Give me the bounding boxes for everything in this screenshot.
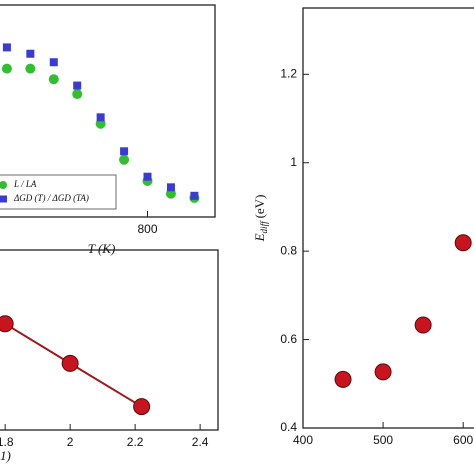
legend-box xyxy=(0,174,117,210)
x-tick-label: 2 xyxy=(67,435,74,449)
marker xyxy=(143,172,152,181)
marker xyxy=(334,370,352,388)
x-tick-label: 1.8 xyxy=(0,435,14,449)
marker xyxy=(49,58,58,67)
marker xyxy=(120,147,129,156)
panel: 800 T (K) L / LA ΔGD (T) / ΔGD (TA) xyxy=(0,4,216,256)
y-tick-label: 0.6 xyxy=(280,332,297,346)
marker xyxy=(133,398,151,416)
y-tick-label: 0.4 xyxy=(280,420,297,434)
marker xyxy=(454,234,472,252)
x-axis-label: 1) xyxy=(0,448,11,463)
panel: 1.8 2 2.2 2.4 1) xyxy=(0,249,219,463)
plot-frame xyxy=(0,4,216,218)
marker xyxy=(2,43,11,52)
marks xyxy=(0,315,151,416)
marks xyxy=(1,43,200,203)
marker xyxy=(1,63,12,74)
y-tick-label: 0.8 xyxy=(280,243,297,257)
plot-frame xyxy=(302,7,474,429)
y-label-main: E xyxy=(252,233,267,242)
marker xyxy=(374,363,392,381)
marker xyxy=(25,63,36,74)
y-tick-label: 1 xyxy=(290,155,297,169)
plot-frame xyxy=(0,249,219,431)
marker xyxy=(190,191,199,200)
legend-label: ΔGD (T) / ΔGD (TA) xyxy=(13,193,89,203)
x-tick-label: 800 xyxy=(137,222,157,236)
marker xyxy=(166,183,175,192)
marker xyxy=(414,316,432,334)
marker xyxy=(0,315,14,333)
x-tick-label: 500 xyxy=(373,433,393,447)
marker xyxy=(61,354,79,372)
legend-marker xyxy=(0,181,7,189)
marker xyxy=(73,81,82,90)
panel: 400 500 600 0.4 0.6 0.8 1 1.2 Ediff(eV) xyxy=(252,7,474,447)
x-tick-label: 2.2 xyxy=(127,435,144,449)
marker xyxy=(26,49,35,58)
x-tick-label: 2.4 xyxy=(192,435,209,449)
marker xyxy=(96,113,105,122)
marker xyxy=(119,154,130,165)
x-tick-label: 400 xyxy=(293,433,313,447)
marker xyxy=(48,74,59,85)
x-tick-label: 600 xyxy=(453,433,473,447)
marker xyxy=(72,89,83,100)
x-axis-label: T (K) xyxy=(88,241,116,256)
y-label-unit: (eV) xyxy=(252,195,267,219)
legend-marker xyxy=(0,195,7,203)
y-axis-label: Ediff(eV) xyxy=(252,195,269,243)
legend-label: L / LA xyxy=(13,179,37,189)
y-label-sub: diff xyxy=(259,220,269,234)
y-tick-label: 1.2 xyxy=(280,66,297,80)
marks xyxy=(334,234,472,388)
